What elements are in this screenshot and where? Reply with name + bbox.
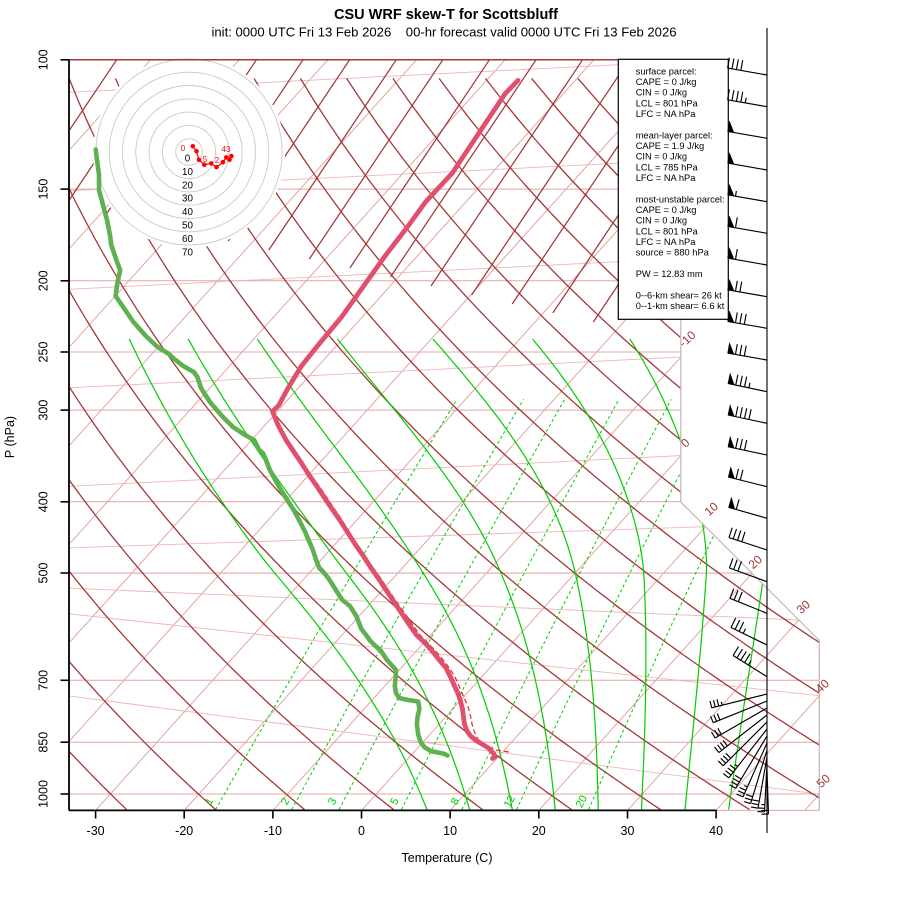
svg-text:-30: -30 bbox=[87, 824, 105, 838]
svg-text:LCL = 801 hPa: LCL = 801 hPa bbox=[636, 226, 699, 236]
svg-text:init: 0000 UTC Fri 13 Feb 2026: init: 0000 UTC Fri 13 Feb 2026 00-hr for… bbox=[211, 25, 676, 40]
svg-text:LFC = NA hPa: LFC = NA hPa bbox=[636, 237, 697, 247]
svg-text:LCL = 785 hPa: LCL = 785 hPa bbox=[636, 162, 699, 172]
svg-text:-10: -10 bbox=[264, 824, 282, 838]
svg-text:PW = 12.83 mm: PW = 12.83 mm bbox=[636, 269, 703, 279]
svg-text:43: 43 bbox=[222, 145, 231, 154]
svg-text:LFC = NA hPa: LFC = NA hPa bbox=[636, 173, 697, 183]
svg-text:5: 5 bbox=[388, 796, 401, 807]
svg-text:500: 500 bbox=[37, 563, 51, 584]
svg-text:2: 2 bbox=[215, 156, 220, 165]
svg-text:60: 60 bbox=[182, 234, 193, 245]
svg-text:30: 30 bbox=[182, 194, 193, 205]
svg-text:0--1-km shear= 6.6 kt: 0--1-km shear= 6.6 kt bbox=[636, 301, 725, 311]
svg-text:source = 880 hPa: source = 880 hPa bbox=[636, 248, 710, 258]
svg-text:most-unstable parcel:: most-unstable parcel: bbox=[636, 194, 725, 204]
svg-text:10: 10 bbox=[182, 167, 193, 178]
svg-text:LCL = 801 hPa: LCL = 801 hPa bbox=[636, 98, 699, 108]
svg-text:40: 40 bbox=[709, 824, 723, 838]
svg-text:3: 3 bbox=[326, 796, 339, 807]
svg-text:30: 30 bbox=[621, 824, 635, 838]
svg-text:1000: 1000 bbox=[37, 780, 51, 808]
svg-text:0: 0 bbox=[185, 154, 191, 165]
svg-text:Temperature (C): Temperature (C) bbox=[402, 851, 493, 865]
svg-text:CSU WRF skew-T for Scottsbluff: CSU WRF skew-T for Scottsbluff bbox=[334, 7, 558, 23]
svg-text:0: 0 bbox=[181, 144, 186, 153]
svg-text:LFC = NA hPa: LFC = NA hPa bbox=[636, 109, 697, 119]
svg-text:5: 5 bbox=[203, 155, 208, 164]
svg-text:20: 20 bbox=[532, 824, 546, 838]
svg-text:40: 40 bbox=[182, 207, 193, 218]
svg-text:20: 20 bbox=[182, 180, 193, 191]
svg-text:CAPE = 0 J/kg: CAPE = 0 J/kg bbox=[636, 77, 697, 87]
svg-text:CAPE = 0 J/kg: CAPE = 0 J/kg bbox=[636, 205, 697, 215]
svg-text:10: 10 bbox=[443, 824, 457, 838]
svg-text:P (hPa): P (hPa) bbox=[3, 416, 17, 458]
svg-text:mean-layer parcel:: mean-layer parcel: bbox=[636, 130, 713, 140]
svg-text:700: 700 bbox=[37, 670, 51, 691]
svg-text:200: 200 bbox=[37, 270, 51, 291]
svg-text:CIN = 0 J/kg: CIN = 0 J/kg bbox=[636, 88, 687, 98]
svg-text:150: 150 bbox=[37, 179, 51, 200]
svg-text:850: 850 bbox=[37, 732, 51, 753]
svg-text:CIN = 0 J/kg: CIN = 0 J/kg bbox=[636, 216, 687, 226]
svg-text:CIN = 0 J/kg: CIN = 0 J/kg bbox=[636, 152, 687, 162]
svg-text:20: 20 bbox=[574, 793, 590, 809]
svg-text:surface parcel:: surface parcel: bbox=[636, 66, 697, 76]
svg-text:70: 70 bbox=[182, 247, 193, 258]
svg-text:-20: -20 bbox=[175, 824, 193, 838]
svg-text:0: 0 bbox=[358, 824, 365, 838]
svg-text:400: 400 bbox=[37, 491, 51, 512]
svg-text:8: 8 bbox=[449, 796, 462, 807]
svg-text:CAPE = 1.9 J/kg: CAPE = 1.9 J/kg bbox=[636, 141, 704, 151]
svg-text:0--6-km shear= 26 kt: 0--6-km shear= 26 kt bbox=[636, 290, 722, 300]
svg-text:50: 50 bbox=[182, 221, 193, 232]
svg-text:1: 1 bbox=[203, 796, 216, 807]
svg-text:2: 2 bbox=[279, 796, 292, 807]
svg-text:12: 12 bbox=[502, 793, 518, 809]
svg-text:300: 300 bbox=[37, 400, 51, 421]
svg-text:100: 100 bbox=[37, 49, 51, 70]
svg-text:250: 250 bbox=[37, 342, 51, 363]
